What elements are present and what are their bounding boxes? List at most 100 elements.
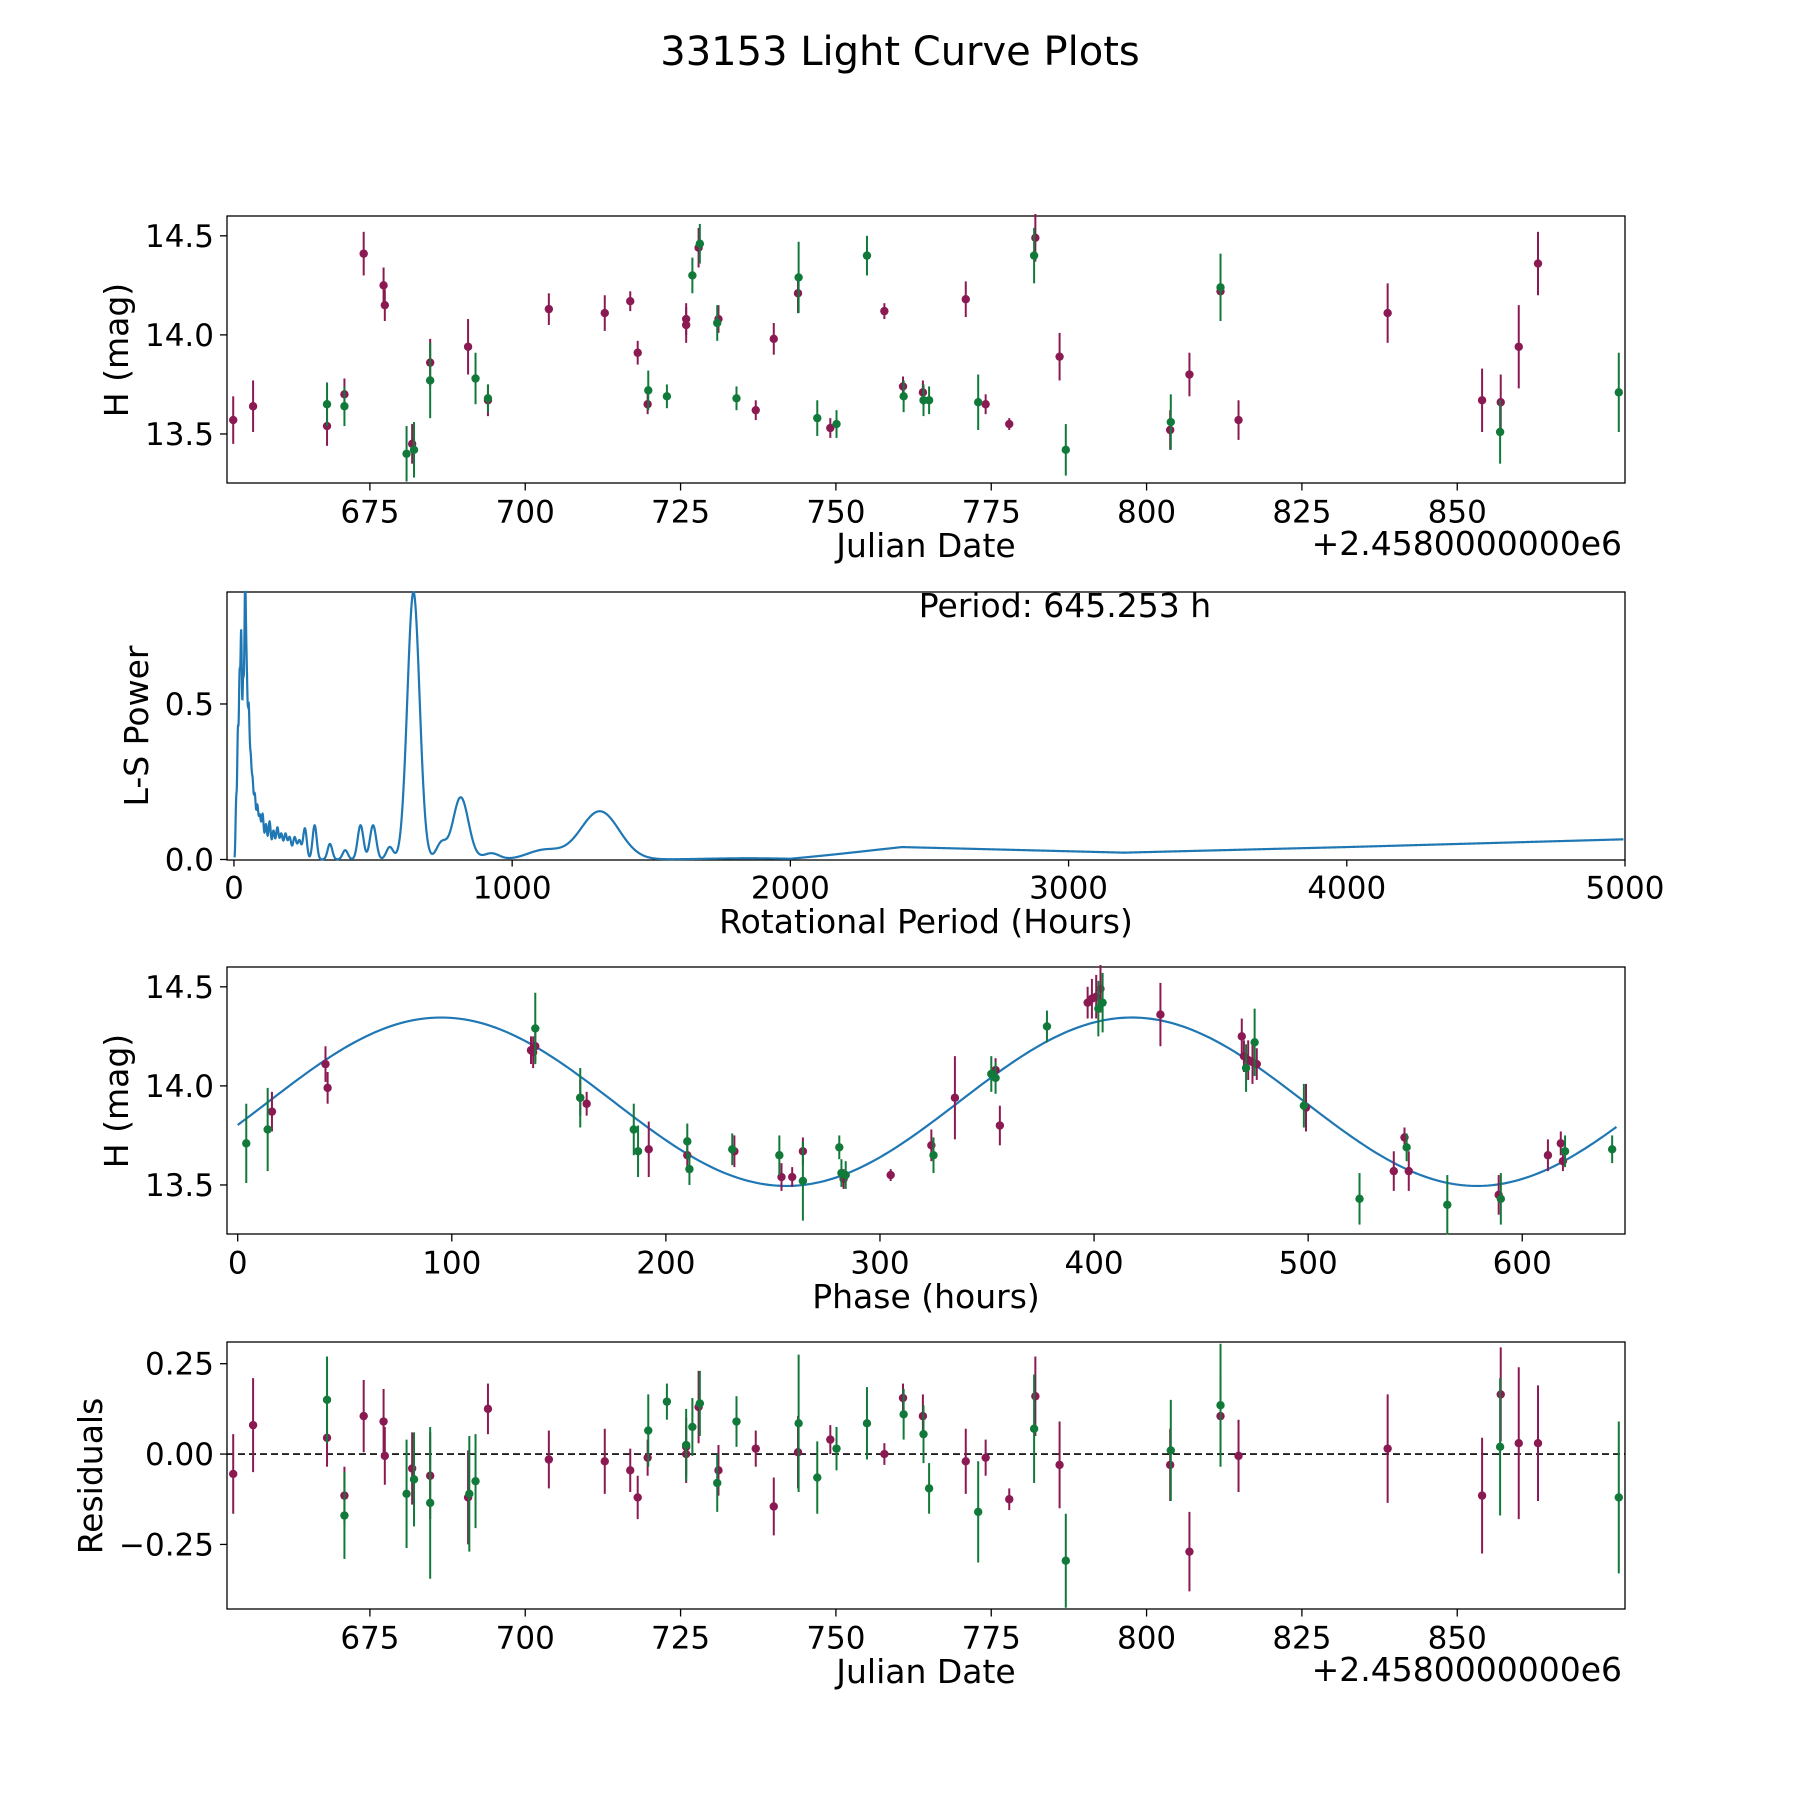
data-point <box>322 400 332 409</box>
data-point <box>713 1478 722 1488</box>
data-point <box>380 300 390 310</box>
data-point <box>483 394 493 403</box>
lightcurve-ylabel: H (mag) <box>97 283 136 417</box>
residuals-ylabel: Residuals <box>71 1398 110 1555</box>
phased-ticks: 0 100 200 300 400 500 600 13.5 14.0 14.5 <box>145 970 1552 1282</box>
data-point <box>732 1417 741 1426</box>
data-point <box>1166 1446 1176 1455</box>
x-tick-label: 725 <box>651 1621 710 1657</box>
data-point <box>323 1083 332 1093</box>
x-tick-label: 500 <box>1279 1246 1338 1282</box>
x-tick-label: 725 <box>651 495 710 531</box>
x-tick-label: 0 <box>228 1246 248 1282</box>
y-tick-label: 14.5 <box>145 219 214 255</box>
data-point <box>681 320 691 330</box>
data-point <box>886 1170 895 1180</box>
data-point <box>662 392 672 401</box>
data-point <box>1404 1166 1413 1176</box>
data-point <box>835 1143 844 1152</box>
data-point <box>751 405 760 415</box>
data-point <box>1533 259 1543 268</box>
data-point <box>1383 308 1392 318</box>
data-point <box>471 374 480 383</box>
data-point <box>919 1429 928 1439</box>
data-point <box>1495 427 1505 437</box>
data-point <box>1031 233 1040 242</box>
data-point <box>242 1139 251 1148</box>
data-point <box>862 251 872 260</box>
data-point <box>402 1489 411 1499</box>
data-point <box>1614 388 1623 397</box>
data-point <box>1055 1460 1064 1470</box>
data-point <box>544 1455 554 1464</box>
data-point <box>626 297 635 306</box>
data-point <box>794 1419 803 1428</box>
data-point <box>1185 370 1194 379</box>
data-point <box>380 1451 390 1461</box>
data-point <box>340 1511 349 1520</box>
data-point <box>769 1502 778 1511</box>
y-tick-label: 14.5 <box>145 970 214 1006</box>
data-point <box>582 1099 591 1108</box>
periodogram-line <box>233 590 1624 861</box>
data-point <box>880 1449 889 1459</box>
periodogram-axes-frame <box>226 591 1626 861</box>
x-tick-label: 600 <box>1493 1246 1552 1282</box>
period-annotation: Period: 645.253 h <box>919 586 1211 625</box>
data-point <box>1383 1444 1392 1453</box>
x-tick-label: 3000 <box>1029 871 1108 907</box>
data-point <box>973 398 983 407</box>
data-point <box>775 1151 784 1160</box>
data-point <box>688 271 697 280</box>
data-point <box>862 1419 872 1428</box>
data-point <box>633 348 642 357</box>
data-point <box>813 413 822 423</box>
periodogram-ylabel: L-S Power <box>117 645 156 806</box>
y-tick-label: 13.5 <box>145 417 214 453</box>
y-tick-label: 13.5 <box>145 1168 214 1204</box>
data-point <box>769 334 778 344</box>
x-tick-label: 400 <box>1064 1246 1123 1282</box>
data-point <box>379 1417 388 1426</box>
data-point <box>732 394 741 403</box>
data-point <box>248 402 258 411</box>
x-tick-label: 100 <box>422 1246 481 1282</box>
data-point <box>425 1498 435 1508</box>
data-point <box>695 1399 705 1408</box>
data-point <box>714 1466 723 1475</box>
y-tick-label: 14.0 <box>145 318 214 354</box>
periodogram-ticks: 0 1000 2000 3000 4000 5000 0.0 0.5 <box>165 687 1665 907</box>
data-point <box>340 402 349 411</box>
data-point <box>321 1059 330 1069</box>
data-point <box>629 1125 638 1134</box>
data-point <box>826 423 835 433</box>
x-tick-label: 775 <box>962 495 1021 531</box>
x-tick-label: 825 <box>1272 1621 1331 1657</box>
data-point <box>1299 1101 1309 1110</box>
data-point <box>359 1411 368 1421</box>
data-point <box>662 1397 672 1406</box>
data-point <box>229 1469 238 1479</box>
data-point <box>798 1176 808 1186</box>
x-tick-label: 675 <box>340 495 399 531</box>
data-point <box>576 1093 585 1102</box>
x-tick-label: 2000 <box>751 871 830 907</box>
data-point <box>1234 1451 1243 1461</box>
data-point <box>973 1507 983 1517</box>
data-point <box>1241 1063 1251 1073</box>
data-point <box>1607 1145 1617 1154</box>
data-point <box>695 239 705 248</box>
lightcurve-xlabel: Julian Date <box>834 526 1016 565</box>
x-tick-label: 750 <box>806 1621 865 1657</box>
x-tick-label: 800 <box>1117 495 1176 531</box>
data-point <box>1029 1424 1039 1433</box>
data-point <box>1443 1200 1452 1209</box>
data-point <box>1166 417 1176 427</box>
data-point <box>713 318 722 328</box>
data-point <box>229 415 238 425</box>
x-tick-label: 800 <box>1117 1621 1176 1657</box>
data-point <box>899 392 908 401</box>
data-point <box>267 1107 277 1116</box>
x-tick-label: 675 <box>340 1621 399 1657</box>
data-point <box>425 376 435 385</box>
